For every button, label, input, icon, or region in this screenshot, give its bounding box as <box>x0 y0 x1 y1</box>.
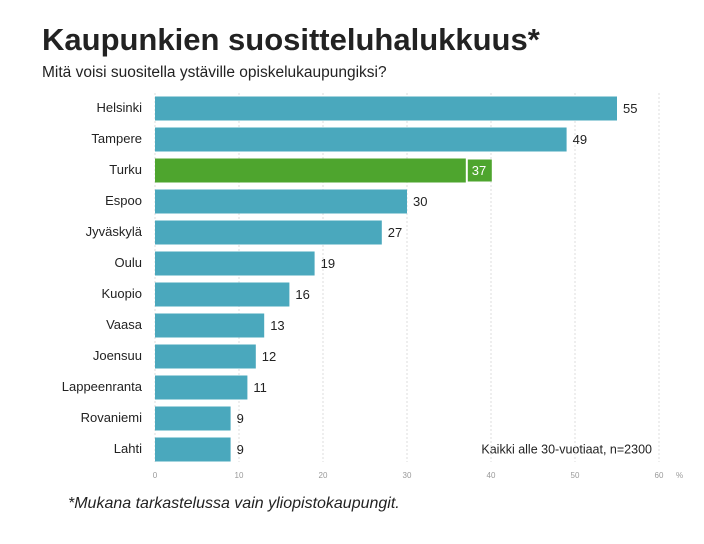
value-label: 49 <box>573 132 587 147</box>
bar <box>155 158 466 183</box>
y-tick-label: Kuopio <box>102 286 142 301</box>
value-label: 9 <box>237 411 244 426</box>
value-label: 16 <box>295 287 309 302</box>
x-tick-label: 0 <box>153 471 158 480</box>
x-tick-label: 20 <box>319 471 328 480</box>
value-label: 27 <box>388 225 402 240</box>
bar <box>155 282 290 307</box>
chart-subtitle: Mitä voisi suositella ystäville opiskelu… <box>42 64 387 81</box>
bar <box>155 375 248 400</box>
y-tick-label: Joensuu <box>93 348 142 363</box>
value-label: 19 <box>321 256 335 271</box>
bar <box>155 344 256 369</box>
value-label: 9 <box>237 442 244 457</box>
y-tick-label: Oulu <box>115 255 142 270</box>
x-tick-label: 50 <box>571 471 580 480</box>
y-tick-label: Rovaniemi <box>81 410 143 425</box>
value-label: 11 <box>253 380 267 395</box>
x-tick-label: 40 <box>487 471 496 480</box>
bar <box>155 189 407 214</box>
bar <box>155 437 231 462</box>
value-label: 30 <box>413 194 427 209</box>
bar <box>155 96 617 121</box>
x-axis-label: % <box>676 471 683 480</box>
bar <box>155 220 382 245</box>
bar <box>155 406 231 431</box>
chart-title: Kaupunkien suositteluhalukkuus* <box>42 22 541 57</box>
x-tick-label: 10 <box>235 471 244 480</box>
value-label: 37 <box>472 163 486 178</box>
bar <box>155 251 315 276</box>
value-label: 13 <box>270 318 284 333</box>
y-tick-label: Turku <box>109 162 142 177</box>
x-tick-label: 30 <box>403 471 412 480</box>
value-label: 55 <box>623 101 637 116</box>
y-tick-label: Lahti <box>114 441 142 456</box>
y-tick-label: Helsinki <box>96 100 142 115</box>
label-background <box>467 159 492 182</box>
y-tick-label: Vaasa <box>106 317 143 332</box>
y-tick-label: Espoo <box>105 193 142 208</box>
bar <box>155 313 265 338</box>
y-tick-label: Lappeenranta <box>62 379 143 394</box>
footnote: *Mukana tarkastelussa vain yliopistokaup… <box>68 495 400 512</box>
annotation: Kaikki alle 30-vuotiaat, n=2300 <box>481 442 652 456</box>
value-label: 12 <box>262 349 276 364</box>
y-tick-label: Tampere <box>91 131 142 146</box>
x-tick-label: 60 <box>655 471 664 480</box>
y-tick-label: Jyväskylä <box>86 224 143 239</box>
bar <box>155 127 567 152</box>
